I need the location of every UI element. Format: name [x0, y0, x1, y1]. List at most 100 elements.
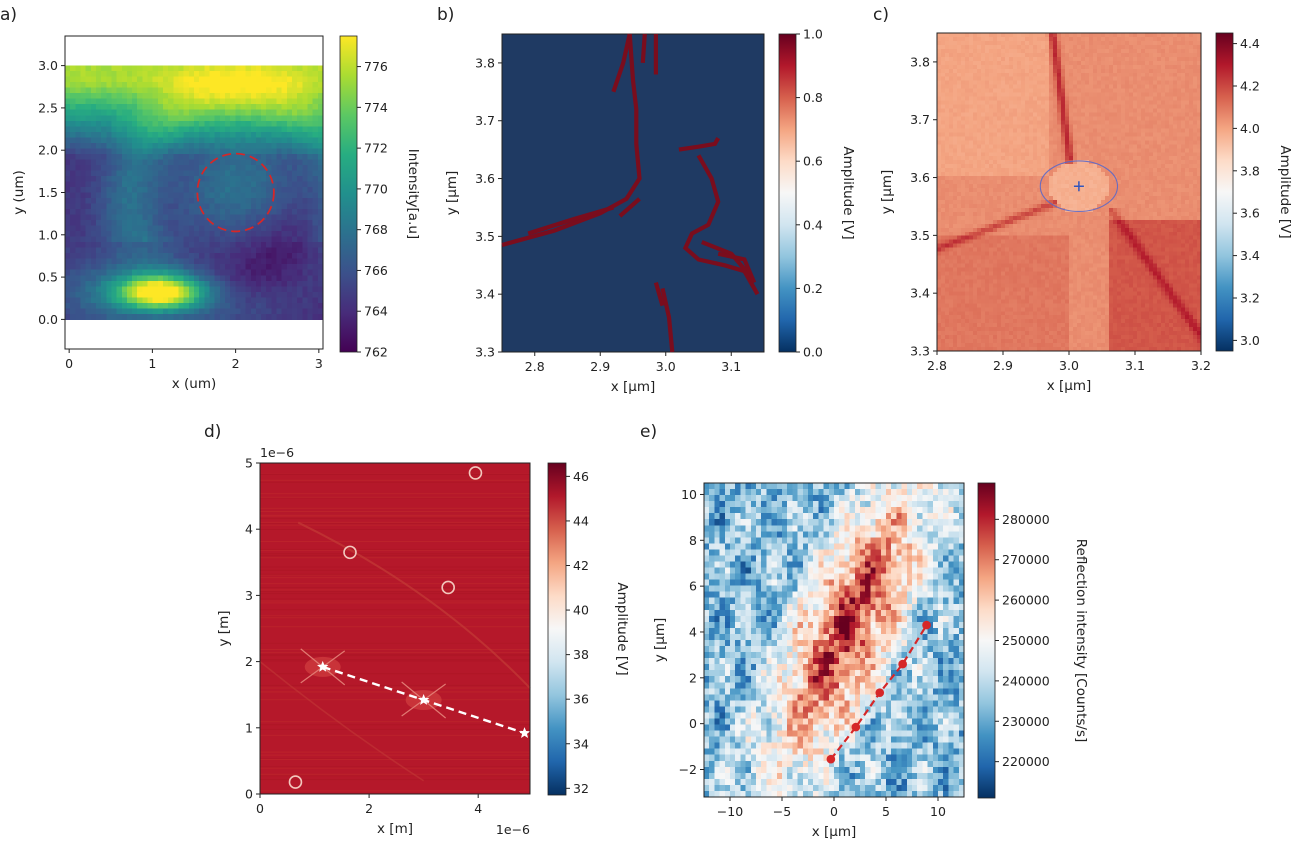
- x-tick-label: 0: [830, 804, 838, 819]
- path-star-marker: [417, 694, 430, 705]
- colorbar-tick-label: 776: [364, 59, 388, 74]
- colorbar-tick-label: 762: [364, 345, 388, 360]
- panel-a: a) 0 1 2 3 0.0 0.5 1.0 1.5 2.0 2.5 3.0 x (um) y (um) 7…: [0, 5, 421, 392]
- colorbar: [977, 482, 996, 799]
- y-tick-label: 3.0: [38, 58, 58, 73]
- colorbar-tick-label: 4.0: [1240, 121, 1260, 136]
- heatmap-image: [937, 33, 1202, 352]
- particle-defect: [441, 580, 455, 595]
- y-axis-label: y [μm]: [879, 170, 895, 215]
- x-axis-label: x (um): [172, 376, 217, 392]
- plot-frame: [259, 462, 531, 795]
- particle-defect: [288, 775, 303, 789]
- colorbar-tick-label: 4.2: [1240, 79, 1260, 94]
- colorbar-tick-label: 32: [573, 781, 589, 796]
- y-tick-label: 2: [689, 670, 697, 685]
- y-tick-label: 8: [689, 533, 697, 548]
- y-tick-label: 3.7: [475, 113, 495, 128]
- colorbar-tick-label: 280000: [1002, 512, 1050, 527]
- y-tick-label: 1: [245, 720, 253, 735]
- y-tick-label: 4: [689, 624, 697, 639]
- domain-wall-trace: [653, 282, 665, 307]
- domain-wall-trace: [660, 287, 675, 353]
- x-tick-label: 2: [232, 356, 240, 371]
- x-tick-label: 3: [315, 356, 323, 371]
- colorbar-tick-label: 36: [573, 692, 589, 707]
- domain-wall-trace: [527, 205, 614, 236]
- x-tick-label: 3.1: [721, 359, 741, 374]
- colorbar-tick-label: 3.2: [1240, 291, 1260, 306]
- plot-frame: [501, 33, 765, 353]
- path-point: [826, 754, 836, 764]
- panel-label: e): [640, 422, 657, 442]
- colorbar: [339, 35, 358, 353]
- path-star-marker: [518, 727, 531, 738]
- colorbar-tick-label: 0.2: [803, 281, 823, 296]
- colorbar-tick-label: 3.8: [1240, 163, 1260, 178]
- x-tick-label: 5: [882, 804, 890, 819]
- x-tick-label: 2.8: [927, 358, 947, 373]
- y-tick-label: 5: [245, 456, 253, 471]
- scan-lines: [260, 473, 530, 792]
- domain-wall-trace: [717, 251, 757, 284]
- colorbar-tick-label: 0.8: [803, 90, 823, 105]
- domain-wall-trace: [611, 33, 632, 93]
- boundary-arc: [259, 660, 425, 782]
- y-axis-label: y [m]: [216, 611, 232, 647]
- y-tick-label: 0.0: [38, 312, 58, 327]
- particle-defect: [468, 466, 483, 480]
- y-tick-label: 2.0: [38, 143, 58, 158]
- panel-label: a): [0, 5, 17, 25]
- y-tick-label: 0: [689, 716, 697, 731]
- x-tick-label: 2: [365, 801, 373, 816]
- panel-label: c): [873, 5, 889, 25]
- colorbar-label: Amplitude [V]: [1277, 145, 1293, 238]
- colorbar: [778, 33, 797, 353]
- center-plus-marker: [1073, 181, 1084, 192]
- y-tick-label: −2: [679, 762, 697, 777]
- x-tick-label: 2.9: [993, 358, 1013, 373]
- x-tick-label: 10: [930, 804, 946, 819]
- panel-e: e) −10 −5 0 5 10 −2 0 2 4 6 8 10 x [μm] y [μm] 220000 23…: [640, 422, 1089, 840]
- x-tick-label: 0: [256, 801, 264, 816]
- dashed-circle-marker: [196, 152, 275, 233]
- domain-wall-trace: [678, 137, 721, 152]
- panel-b: b) 2.8 2.9 3.0 3.1 3.3 3.4 3.5 3.6 3.7 3.8 x [μm] y …: [437, 5, 856, 395]
- colorbar-tick-label: 270000: [1002, 552, 1050, 567]
- y-tick-label: 3.3: [475, 345, 495, 360]
- colorbar-tick-label: 0.4: [803, 217, 823, 232]
- colorbar: [547, 462, 567, 796]
- colorbar-tick-label: 772: [364, 141, 388, 156]
- x-tick-label: 4: [474, 801, 482, 816]
- x-tick-label: 3.2: [1191, 358, 1211, 373]
- colorbar-tick-label: 260000: [1002, 593, 1050, 608]
- colorbar-tick-label: 230000: [1002, 714, 1050, 729]
- y-tick-label: 0: [245, 787, 253, 802]
- colorbar-tick-label: 3.4: [1240, 248, 1260, 263]
- domain-wall-trace: [618, 197, 641, 218]
- y-tick-label: 3.6: [475, 171, 495, 186]
- path-point: [898, 659, 907, 669]
- y-tick-label: 1.5: [38, 185, 58, 200]
- colorbar-tick-label: 766: [364, 263, 388, 278]
- colorbar: [1215, 32, 1234, 352]
- panel-label: b): [437, 5, 454, 25]
- x-axis-label: x [m]: [377, 821, 413, 837]
- y-tick-label: 3.3: [910, 344, 930, 359]
- y-tick-label: 3: [245, 588, 253, 603]
- colorbar-tick-label: 220000: [1002, 754, 1050, 769]
- x-tick-label: −5: [773, 804, 791, 819]
- colorbar-tick-label: 34: [573, 736, 589, 751]
- y-axis-label: y (um): [11, 170, 27, 215]
- x-axis-label: x [μm]: [812, 824, 857, 840]
- path-point: [875, 688, 885, 698]
- colorbar-label: Reflection intensity [Counts/s]: [1073, 539, 1089, 743]
- y-tick-label: 3.6: [910, 170, 930, 185]
- colorbar-label: Amplitude [V]: [840, 146, 856, 239]
- y-tick-label: 1.0: [38, 227, 58, 242]
- colorbar-tick-label: 1.0: [803, 27, 823, 42]
- colorbar-tick-label: 44: [573, 513, 589, 528]
- y-tick-label: 3.4: [910, 286, 930, 301]
- colorbar-tick-label: 3.0: [1240, 333, 1260, 348]
